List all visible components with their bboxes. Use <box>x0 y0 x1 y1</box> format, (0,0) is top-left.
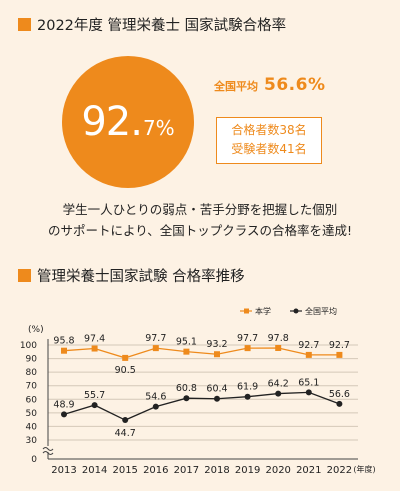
y-tick-label: 0 <box>31 455 37 465</box>
y-tick-label: 50 <box>26 409 38 419</box>
x-tick-label: 2022 <box>327 465 352 476</box>
message-line-2: のサポートにより、全国トップクラスの合格率を達成! <box>47 223 352 238</box>
data-point <box>122 354 129 361</box>
data-point <box>152 403 159 410</box>
series-line <box>63 347 340 359</box>
data-label: 65.1 <box>298 377 319 388</box>
passers-count: 合格者数38名 <box>231 123 307 137</box>
data-point <box>61 411 67 418</box>
x-tick-label: 2013 <box>51 465 76 476</box>
axis-break-mark <box>42 451 54 455</box>
data-point <box>61 347 67 354</box>
data-label: 93.2 <box>206 339 227 350</box>
series-line <box>63 391 340 421</box>
legend-marker <box>244 308 249 314</box>
x-tick-label: 2018 <box>204 465 229 476</box>
data-label: 92.7 <box>298 340 319 351</box>
legend-marker <box>293 308 299 314</box>
data-point <box>91 345 98 352</box>
data-point <box>336 351 343 358</box>
y-tick-label: 90 <box>26 355 38 365</box>
y-tick-label: 80 <box>26 368 38 378</box>
national-average-value: 56.6% <box>264 75 326 95</box>
y-tick-label: 40 <box>26 422 38 432</box>
pass-rate-unit: 7% <box>142 116 175 140</box>
square-bullet-icon <box>18 269 31 282</box>
y-tick-label: 70 <box>26 382 38 392</box>
national-average: 全国平均 56.6% <box>214 75 325 95</box>
examinees-count: 受験者数41名 <box>231 142 307 156</box>
data-label: 95.1 <box>176 337 197 348</box>
national-average-label: 全国平均 <box>214 80 258 93</box>
y-tick-label: 100 <box>20 341 37 351</box>
data-label: 90.5 <box>115 365 136 376</box>
data-point <box>214 395 220 402</box>
data-label: 64.2 <box>268 379 289 390</box>
data-label: 97.4 <box>84 334 105 345</box>
section-title-trend: 管理栄養士国家試験 合格率推移 <box>18 265 245 286</box>
x-tick-label: 2020 <box>265 465 290 476</box>
data-point <box>152 345 159 352</box>
examinee-count-box: 合格者数38名 受験者数41名 <box>216 117 322 164</box>
data-point <box>305 389 312 396</box>
square-bullet-icon <box>18 18 31 31</box>
axis-break-mark <box>42 447 54 451</box>
data-point <box>244 345 251 352</box>
section-title-text: 管理栄養士国家試験 合格率推移 <box>37 269 245 285</box>
data-label: 61.9 <box>237 382 258 393</box>
y-tick-label: 30 <box>26 436 38 446</box>
y-tick-label: 60 <box>26 395 38 405</box>
data-label: 44.7 <box>115 428 136 439</box>
data-point <box>275 344 282 351</box>
x-tick-label: 2017 <box>174 465 199 476</box>
data-label: 97.7 <box>145 333 166 344</box>
section-title-text: 2022年度 管理栄養士 国家試験合格率 <box>37 18 287 34</box>
data-label: 60.4 <box>206 384 227 395</box>
data-label: 97.8 <box>268 333 289 344</box>
data-point <box>183 348 190 355</box>
data-point <box>122 417 129 424</box>
x-tick-label: 2019 <box>235 465 260 476</box>
x-tick-label: 2015 <box>112 465 137 476</box>
data-point <box>91 402 98 409</box>
data-label: 55.7 <box>84 390 105 401</box>
data-point <box>244 393 251 400</box>
legend-label: 本学 <box>255 306 271 316</box>
data-label: 60.8 <box>176 383 197 394</box>
data-label: 56.6 <box>329 389 350 400</box>
x-axis-unit: (年度) <box>353 464 375 474</box>
data-label: 54.6 <box>145 392 166 403</box>
x-tick-label: 2014 <box>82 465 107 476</box>
data-point <box>305 351 312 358</box>
section-title-results: 2022年度 管理栄養士 国家試験合格率 <box>18 14 286 35</box>
data-point <box>275 390 282 397</box>
pass-rate-number: 92. <box>81 99 143 145</box>
data-label: 48.9 <box>53 399 74 410</box>
data-label: 92.7 <box>329 340 350 351</box>
data-label: 95.8 <box>53 336 74 347</box>
x-tick-label: 2016 <box>143 465 168 476</box>
data-point <box>336 400 343 407</box>
pass-rate-trend-chart: 0 30 40 50 60 70 80 90 100 (%) 2013 2014 2015 2016 201… <box>20 306 376 476</box>
legend-label: 全国平均 <box>305 306 337 316</box>
y-axis-unit: (%) <box>28 325 44 335</box>
data-point <box>214 351 220 358</box>
message-line-1: 学生一人ひとりの弱点・苦手分野を把握した個別 <box>62 202 338 217</box>
achievement-message: 学生一人ひとりの弱点・苦手分野を把握した個別 のサポートにより、全国トップクラス… <box>0 199 400 241</box>
x-tick-label: 2021 <box>296 465 321 476</box>
pass-rate-circle: 92. 7% <box>62 56 194 188</box>
data-point <box>183 395 190 402</box>
data-label: 97.7 <box>237 333 258 344</box>
